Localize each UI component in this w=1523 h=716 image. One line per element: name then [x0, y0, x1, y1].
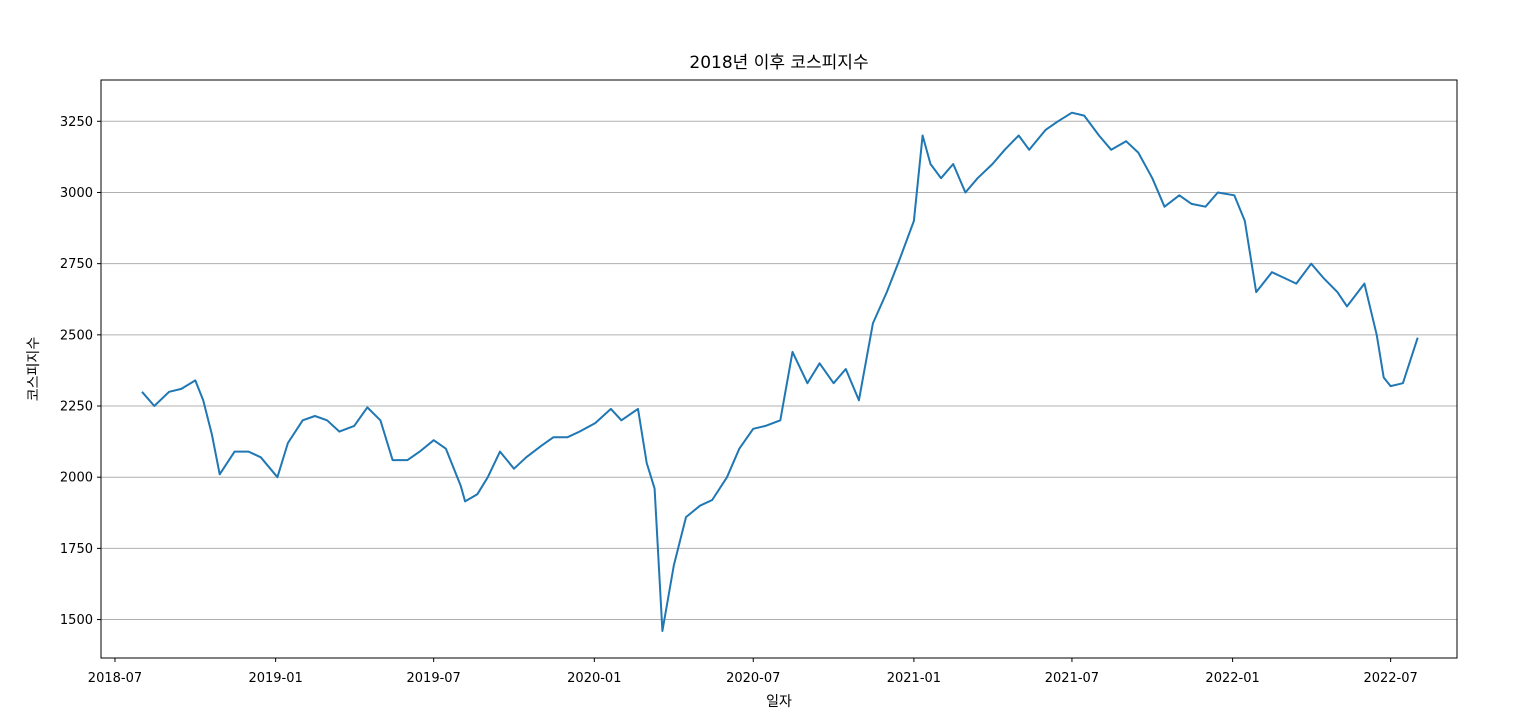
- x-tick-label: 2020-07: [726, 671, 780, 686]
- x-tick-label: 2022-01: [1205, 671, 1259, 686]
- y-tick-label: 2750: [60, 257, 93, 272]
- y-tick-label: 2000: [60, 471, 93, 486]
- y-axis: 1500 1750 2000 2250 2500 2750 3000 3250: [60, 115, 101, 628]
- series-layer: [141, 111, 1419, 632]
- y-tick-label: 3250: [60, 115, 93, 130]
- y-axis-label: 코스피지수: [26, 337, 42, 402]
- x-axis-label: 일자: [766, 694, 792, 710]
- x-tick-label: 2019-01: [248, 671, 302, 686]
- y-tick-label: 3000: [60, 186, 93, 201]
- y-tick-label: 2250: [60, 400, 93, 415]
- plot-frame: [100, 79, 1458, 659]
- x-tick-label: 2022-07: [1363, 671, 1417, 686]
- x-axis: 2018-07 2019-01 2019-07 2020-01 2020-07 2021-…: [88, 658, 1418, 686]
- y-tick-label: 1750: [60, 542, 93, 557]
- chart-title: 2018년 이후 코스피지수: [689, 53, 868, 73]
- x-tick-label: 2021-07: [1045, 671, 1099, 686]
- x-tick-label: 2021-01: [887, 671, 941, 686]
- y-tick-label: 2500: [60, 328, 93, 343]
- x-tick-label: 2020-01: [567, 671, 621, 686]
- series-line: [141, 111, 1419, 632]
- gridlines: [101, 120, 1457, 621]
- y-tick-label: 1500: [60, 613, 93, 628]
- x-tick-label: 2019-07: [407, 671, 461, 686]
- x-tick-label: 2018-07: [88, 671, 142, 686]
